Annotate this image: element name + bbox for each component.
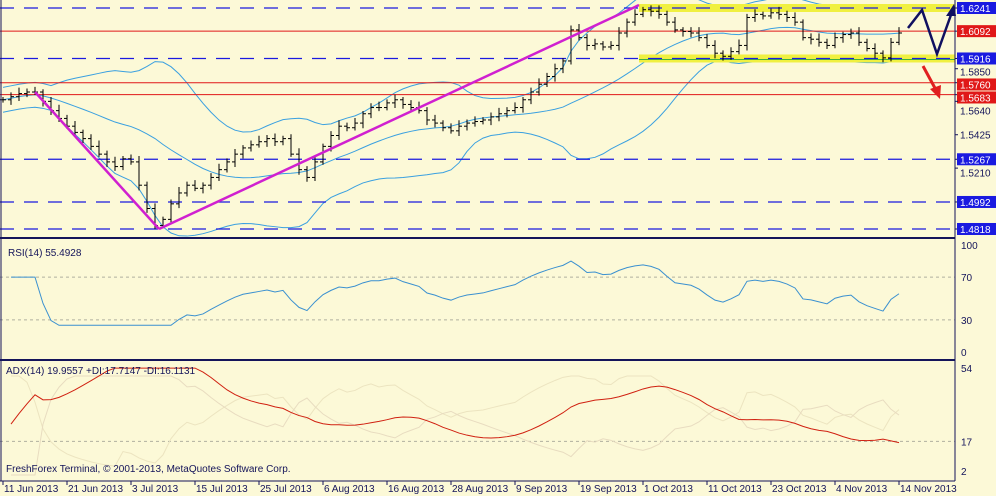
price-axis-label: 1.5850: [960, 67, 991, 78]
forecast-arrow-path: [907, 7, 954, 58]
price-axis-label: 1.5267: [960, 155, 991, 166]
time-axis-label: 4 Nov 2013: [836, 484, 888, 495]
trendline: [34, 91, 160, 230]
time-axis-label: 11 Jun 2013: [4, 484, 59, 495]
adx-line: [10, 367, 900, 444]
annotations: [34, 3, 956, 231]
adx-axis-label: 17: [961, 437, 973, 448]
time-axis-label: 1 Oct 2013: [644, 484, 693, 495]
rsi-line: [11, 260, 900, 326]
price-label-bg: [957, 2, 996, 14]
time-axis-label: 25 Jul 2013: [260, 484, 312, 495]
time-axis-label: 15 Jul 2013: [196, 484, 248, 495]
price-axis-label: 1.6092: [960, 27, 991, 38]
time-axis-label: 16 Aug 2013: [388, 484, 445, 495]
rsi-label: RSI(14) 55.4928: [8, 248, 82, 259]
price-bars: [0, 5, 902, 230]
time-axis-label: 23 Oct 2013: [772, 484, 827, 495]
price-label-bg: [957, 78, 996, 91]
price-axis-label: 1.5916: [960, 54, 991, 65]
bollinger-upper: [2, 0, 900, 133]
rsi-axis-label: 70: [961, 273, 973, 284]
rsi-axis-label: 0: [961, 348, 967, 359]
price-axis-label: 1.5683: [960, 93, 991, 104]
adx-label: ADX(14) 19.9557 +DI:17.7147 -DI:16.1131: [6, 366, 196, 377]
bollinger-middle: [2, 26, 900, 179]
plus-di-line: [11, 375, 900, 467]
price-axis-label: 1.4818: [960, 225, 991, 236]
forecast-down-arrow: [921, 65, 938, 91]
rsi-axis-label: 30: [961, 316, 973, 327]
time-axis-label: 6 Aug 2013: [324, 484, 375, 495]
adx-axis-label: 54: [961, 364, 973, 375]
price-axis-label: 1.4992: [960, 198, 991, 209]
trendline: [158, 3, 640, 231]
copyright-text: FreshForex Terminal, © 2001-2013, MetaQu…: [6, 464, 291, 475]
price-label-bg: [957, 222, 996, 235]
price-label-bg: [957, 153, 996, 166]
time-axis-label: 11 Oct 2013: [708, 484, 762, 495]
price-axis-label: 1.5425: [960, 131, 991, 142]
time-axis-label: 9 Sep 2013: [516, 484, 568, 495]
price-axis-label: 1.6241: [960, 4, 991, 15]
minus-di-line: [11, 375, 900, 476]
price-label-bg: [957, 52, 996, 65]
time-axis-label: 3 Jul 2013: [132, 484, 179, 495]
price-axis-label: 1.5760: [960, 80, 991, 91]
bollinger-lower: [2, 57, 900, 237]
price-axis-label: 1.5640: [960, 106, 991, 117]
rsi-panel: [0, 260, 955, 326]
time-axis-label: 19 Sep 2013: [580, 484, 637, 495]
price-axis-label: 1.5210: [960, 168, 991, 179]
arrow-up-icon: [946, 4, 956, 16]
adx-axis-label: 2: [961, 467, 967, 478]
adx-panel: [0, 367, 955, 476]
price-label-bg: [957, 195, 996, 208]
arrow-down-icon: [930, 85, 941, 99]
rsi-axis-label: 100: [961, 241, 978, 252]
price-label-bg: [957, 91, 996, 104]
time-axis-label: 21 Jun 2013: [68, 484, 123, 495]
price-label-bg: [957, 25, 996, 38]
time-axis-label: 28 Aug 2013: [452, 484, 509, 495]
price-levels: [0, 4, 955, 230]
time-axis-label: 14 Nov 2013: [900, 484, 957, 495]
bollinger-bands: [2, 0, 900, 237]
